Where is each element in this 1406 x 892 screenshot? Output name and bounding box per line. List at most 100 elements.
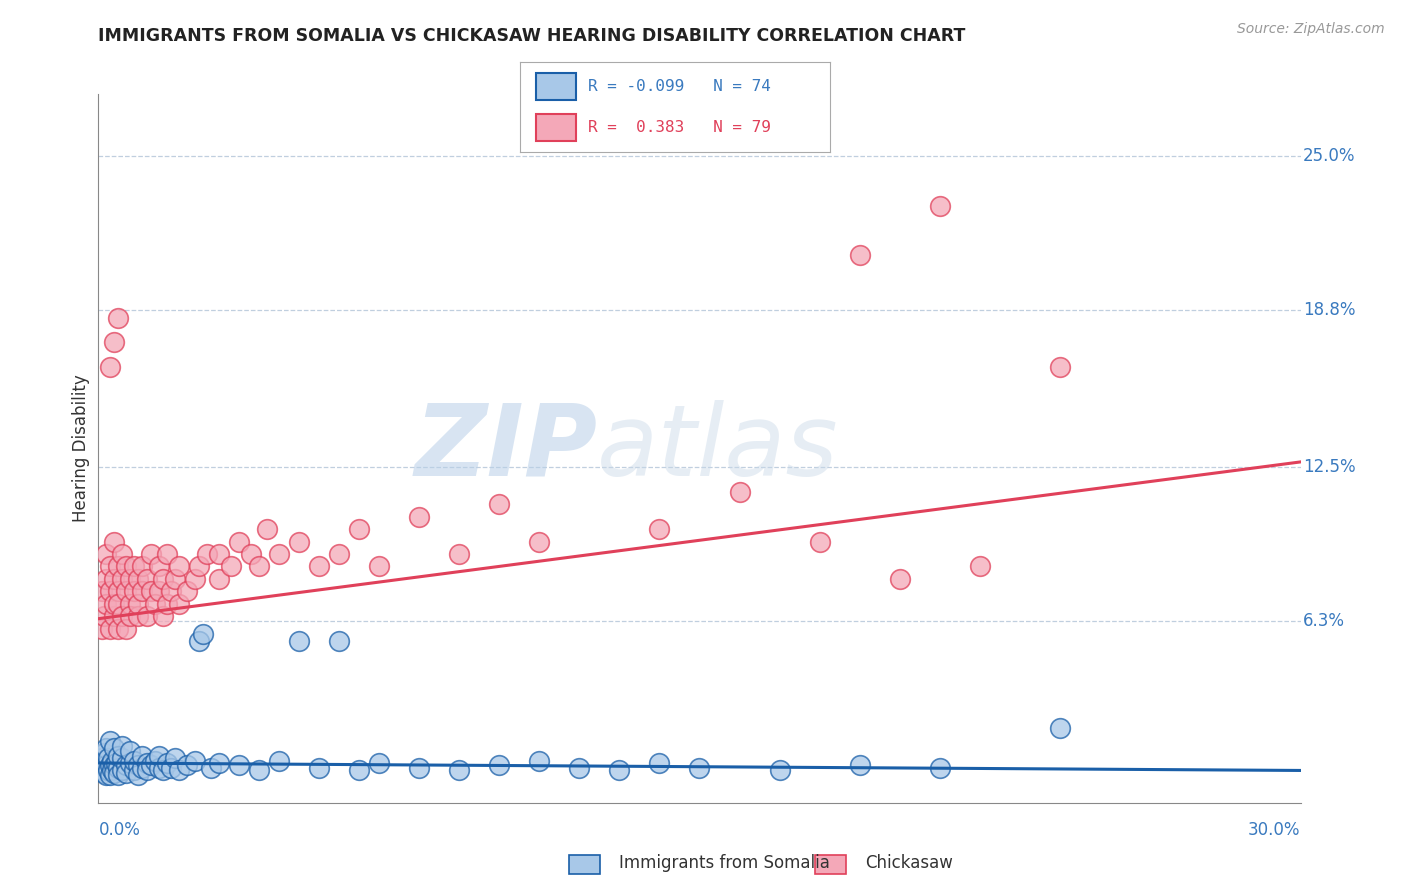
- Point: [648, 522, 671, 536]
- Point: [103, 741, 125, 756]
- Point: [100, 360, 122, 375]
- Point: [96, 547, 118, 561]
- Point: [128, 572, 150, 586]
- Point: [152, 609, 174, 624]
- Point: [488, 497, 510, 511]
- Point: [447, 547, 470, 561]
- Point: [1049, 721, 1071, 735]
- Point: [107, 559, 129, 574]
- Point: [247, 559, 270, 574]
- Point: [609, 764, 631, 778]
- Point: [288, 634, 311, 648]
- Point: [115, 559, 138, 574]
- Text: R =  0.383   N = 79: R = 0.383 N = 79: [588, 120, 770, 135]
- Text: 0.0%: 0.0%: [98, 821, 141, 838]
- Point: [969, 559, 991, 574]
- Point: [155, 597, 177, 611]
- Point: [183, 572, 205, 586]
- Point: [347, 764, 370, 778]
- Text: ZIP: ZIP: [415, 400, 598, 497]
- Point: [93, 746, 115, 760]
- Text: 30.0%: 30.0%: [1249, 821, 1301, 838]
- Text: 6.3%: 6.3%: [1303, 612, 1346, 630]
- Point: [328, 634, 350, 648]
- Point: [111, 547, 134, 561]
- Point: [128, 597, 150, 611]
- Point: [135, 609, 157, 624]
- Point: [111, 572, 134, 586]
- Point: [107, 597, 129, 611]
- Point: [808, 534, 831, 549]
- Point: [111, 751, 134, 765]
- Point: [256, 522, 278, 536]
- Point: [849, 758, 872, 772]
- Point: [91, 584, 114, 599]
- Text: 25.0%: 25.0%: [1303, 147, 1355, 165]
- Text: 12.5%: 12.5%: [1303, 458, 1355, 476]
- Point: [103, 609, 125, 624]
- Point: [103, 335, 125, 350]
- Point: [167, 597, 190, 611]
- Point: [208, 547, 231, 561]
- Point: [91, 751, 114, 765]
- Point: [688, 761, 710, 775]
- Point: [191, 626, 214, 640]
- Point: [120, 756, 142, 770]
- Point: [183, 754, 205, 768]
- Text: atlas: atlas: [598, 400, 839, 497]
- Bar: [536, 73, 576, 100]
- Point: [200, 761, 222, 775]
- Point: [100, 584, 122, 599]
- Point: [111, 609, 134, 624]
- Point: [408, 509, 430, 524]
- Point: [107, 584, 129, 599]
- Point: [105, 756, 128, 770]
- Point: [97, 764, 120, 778]
- Point: [96, 768, 118, 782]
- Point: [101, 764, 124, 778]
- Point: [107, 748, 129, 763]
- Point: [368, 756, 391, 770]
- Point: [159, 761, 181, 775]
- Point: [155, 547, 177, 561]
- Point: [288, 534, 311, 549]
- Text: IMMIGRANTS FROM SOMALIA VS CHICKASAW HEARING DISABILITY CORRELATION CHART: IMMIGRANTS FROM SOMALIA VS CHICKASAW HEA…: [98, 27, 966, 45]
- Point: [889, 572, 911, 586]
- Point: [167, 559, 190, 574]
- Point: [1049, 360, 1071, 375]
- Point: [111, 764, 134, 778]
- Point: [187, 634, 209, 648]
- Point: [347, 522, 370, 536]
- Point: [91, 764, 114, 778]
- Point: [568, 761, 591, 775]
- Y-axis label: Hearing Disability: Hearing Disability: [72, 375, 90, 522]
- Point: [100, 622, 122, 636]
- Point: [247, 764, 270, 778]
- Point: [128, 609, 150, 624]
- Point: [529, 534, 551, 549]
- Point: [135, 764, 157, 778]
- Point: [529, 754, 551, 768]
- Point: [267, 547, 290, 561]
- Point: [100, 758, 122, 772]
- Point: [143, 754, 166, 768]
- Point: [120, 609, 142, 624]
- Point: [101, 754, 124, 768]
- Point: [89, 758, 111, 772]
- Point: [163, 751, 186, 765]
- Point: [648, 756, 671, 770]
- Point: [152, 572, 174, 586]
- Point: [131, 761, 153, 775]
- Point: [131, 559, 153, 574]
- Point: [100, 559, 122, 574]
- Point: [111, 739, 134, 753]
- Point: [728, 484, 751, 499]
- Point: [103, 766, 125, 780]
- Point: [93, 609, 115, 624]
- Point: [107, 768, 129, 782]
- Point: [135, 572, 157, 586]
- Point: [131, 584, 153, 599]
- Point: [115, 766, 138, 780]
- Point: [368, 559, 391, 574]
- Point: [91, 622, 114, 636]
